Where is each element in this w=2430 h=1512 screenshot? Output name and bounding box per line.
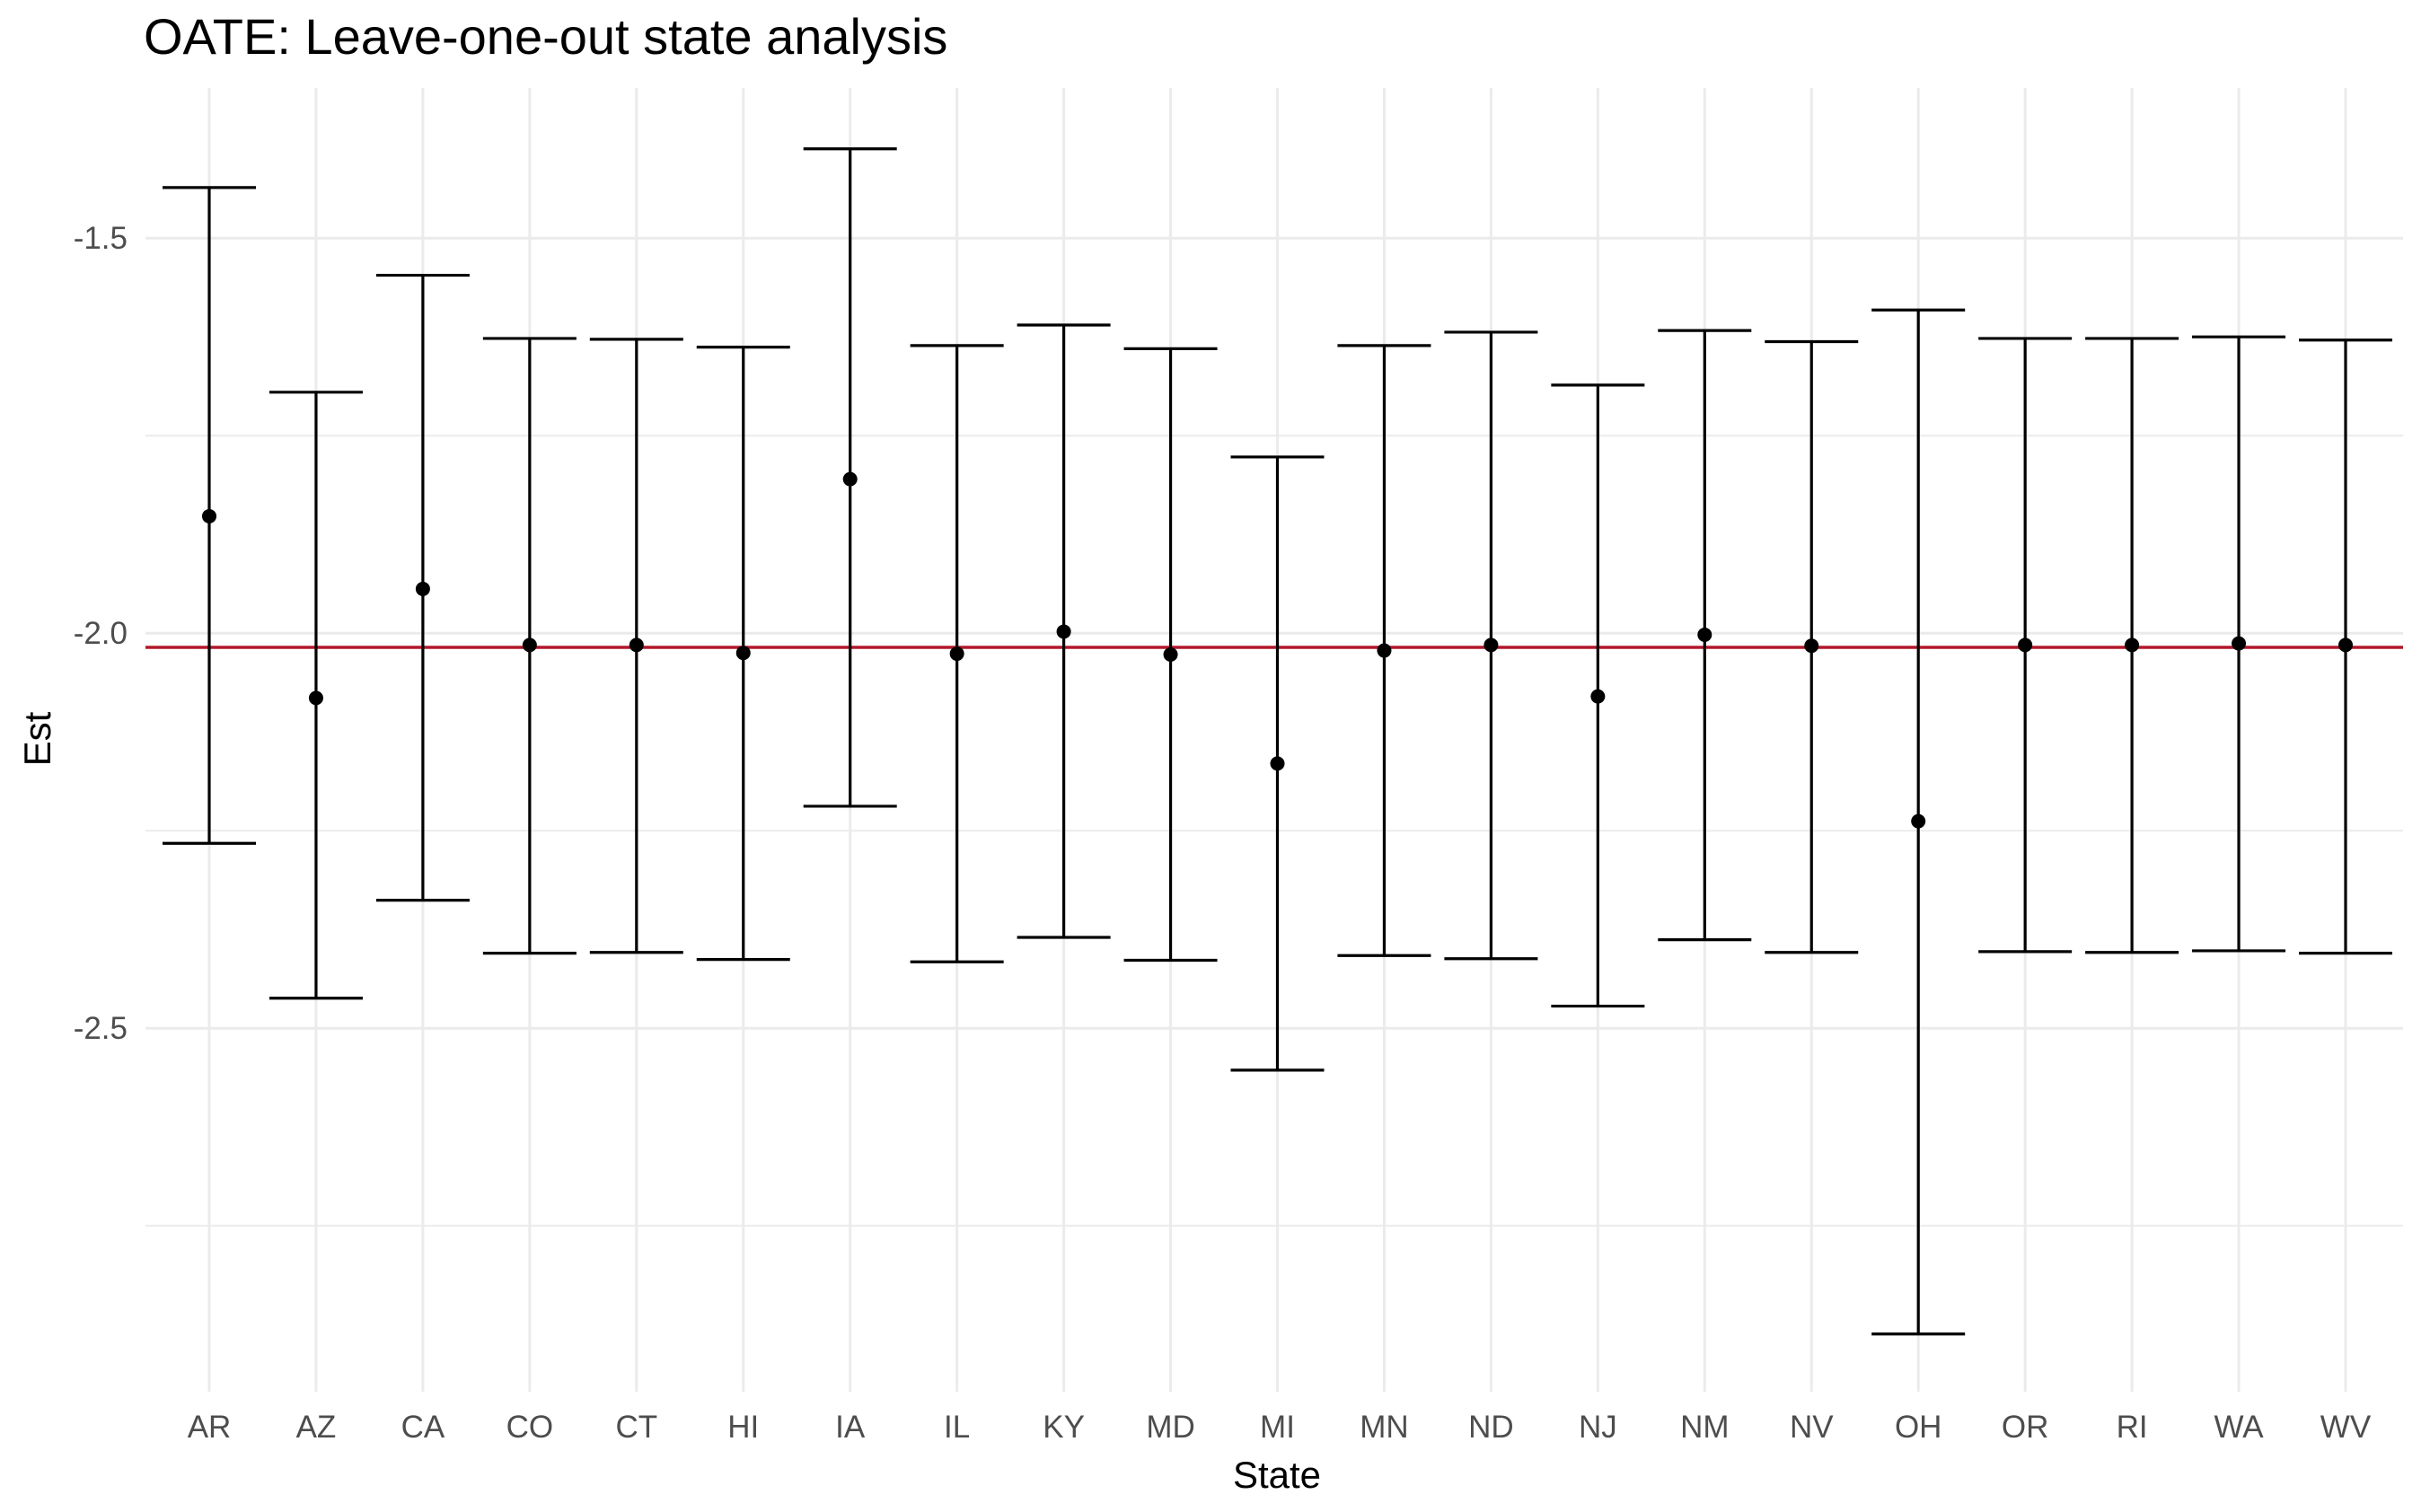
x-tick-label-nj: NJ <box>1579 1410 1617 1445</box>
x-tick-label-az: AZ <box>296 1410 337 1445</box>
point-or <box>2018 637 2033 653</box>
x-tick-label-ia: IA <box>835 1410 866 1445</box>
point-ky <box>1056 624 1071 639</box>
point-wa <box>2232 636 2247 651</box>
x-tick-label-or: OR <box>2002 1410 2049 1445</box>
errorbar-layer <box>163 147 2392 1336</box>
point-mi <box>1270 756 1285 771</box>
chart-title: OATE: Leave-one-out state analysis <box>144 8 948 65</box>
x-tick-label-ct: CT <box>615 1410 657 1445</box>
x-tick-label-il: IL <box>944 1410 970 1445</box>
point-ia <box>842 471 858 487</box>
x-axis-title: State <box>1233 1454 1321 1496</box>
x-tick-label-md: MD <box>1146 1410 1194 1445</box>
point-layer <box>202 471 2353 829</box>
x-tick-label-nd: ND <box>1468 1410 1514 1445</box>
x-tick-label-hi: HI <box>727 1410 759 1445</box>
y-axis-title: Est <box>16 711 58 766</box>
point-ri <box>2125 637 2140 653</box>
point-mn <box>1377 643 1392 658</box>
point-ct <box>629 637 644 653</box>
x-tick-label-wv: WV <box>2320 1410 2372 1445</box>
x-tick-label-ky: KY <box>1043 1410 1085 1445</box>
point-il <box>949 646 964 662</box>
x-tick-label-wa: WA <box>2214 1410 2265 1445</box>
x-tick-label-nm: NM <box>1680 1410 1729 1445</box>
y-tick-labels: -1.5 -2.0 -2.5 <box>74 221 128 1046</box>
point-co <box>522 637 537 653</box>
point-nd <box>1484 637 1499 653</box>
point-nm <box>1697 627 1712 642</box>
x-tick-label-mi: MI <box>1260 1410 1295 1445</box>
point-md <box>1163 646 1178 662</box>
y-tick-label: -2.5 <box>74 1011 128 1046</box>
point-ca <box>415 581 430 596</box>
x-tick-label-ri: RI <box>2117 1410 2148 1445</box>
x-tick-label-mn: MN <box>1360 1410 1408 1445</box>
point-az <box>308 690 323 706</box>
point-oh <box>1911 813 1926 829</box>
x-tick-label-co: CO <box>506 1410 554 1445</box>
y-tick-label: -2.0 <box>74 616 128 651</box>
point-ar <box>202 508 216 523</box>
point-wv <box>2338 637 2353 653</box>
point-nv <box>1804 638 1819 654</box>
grid-lines <box>145 88 2403 1392</box>
x-tick-label-ca: CA <box>401 1410 445 1445</box>
point-hi <box>735 646 751 661</box>
point-nj <box>1590 689 1606 704</box>
x-tick-label-ar: AR <box>188 1410 232 1445</box>
x-tick-label-nv: NV <box>1790 1410 1834 1445</box>
y-tick-label: -1.5 <box>74 221 128 256</box>
x-tick-labels: AR AZ CA CO CT HI IA IL KY MD MI MN ND NJ NM NV OH OR RI WA… <box>188 1410 2372 1445</box>
x-tick-label-oh: OH <box>1895 1410 1942 1445</box>
